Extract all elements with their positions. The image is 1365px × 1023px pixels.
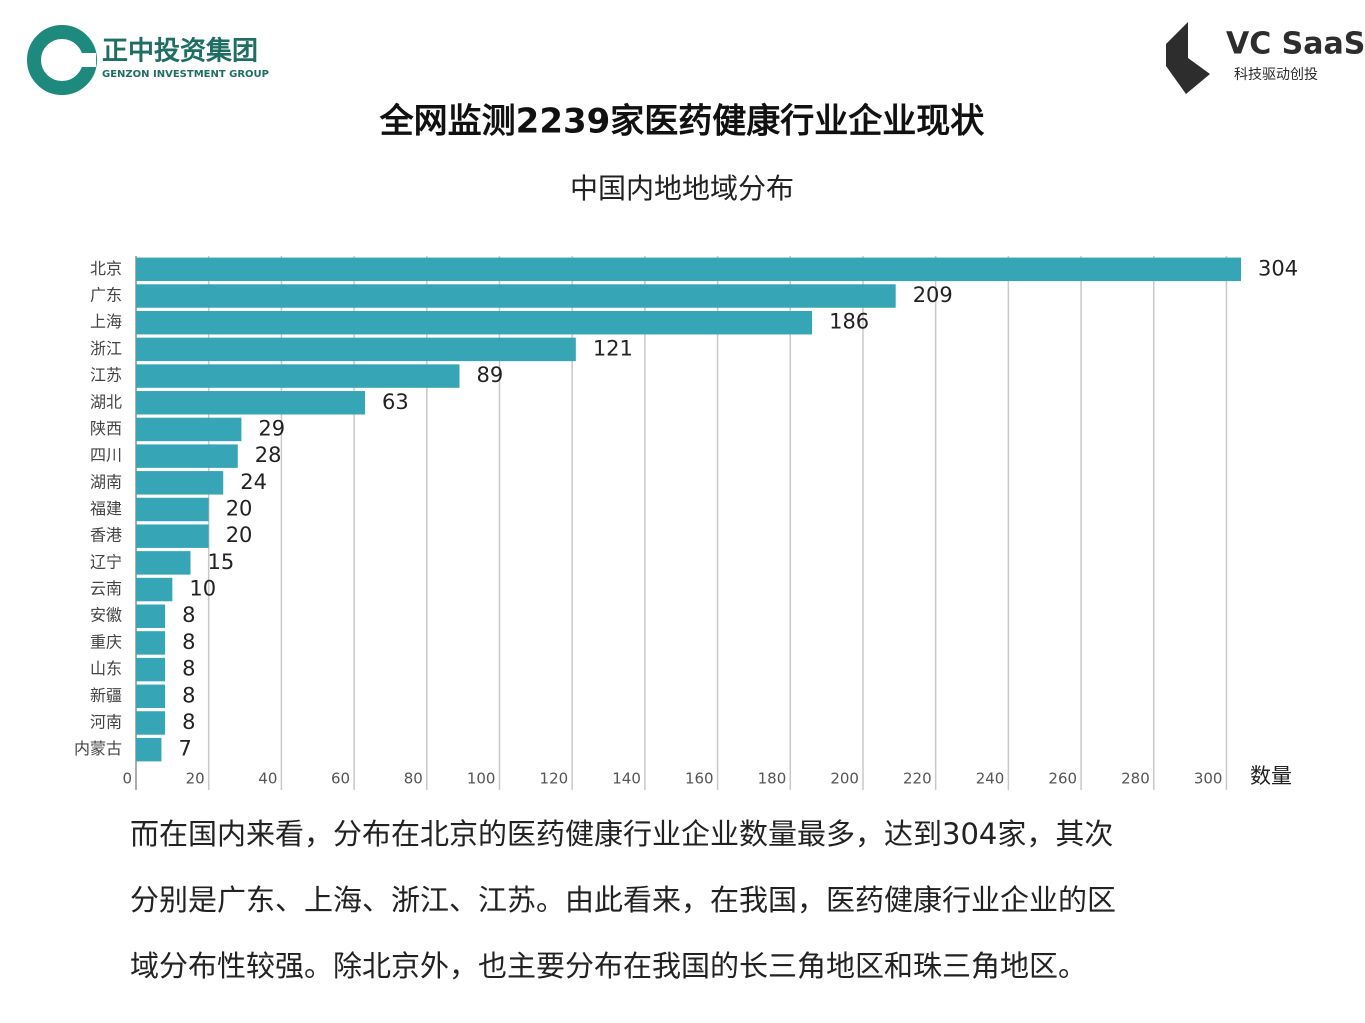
bar xyxy=(136,257,1241,282)
value-label: 186 xyxy=(829,310,869,334)
x-tick-label: 260 xyxy=(1048,770,1077,788)
paragraph: 而在国内来看，分布在北京的医药健康行业企业数量最多，达到304家，其次分别是广东… xyxy=(130,817,1116,983)
y-tick-label: 辽宁 xyxy=(90,552,122,571)
logo-sub: GENZON INVESTMENT GROUP xyxy=(102,69,269,80)
bar xyxy=(136,737,162,762)
logo-name: 正中投资集团 xyxy=(102,36,258,67)
bar xyxy=(136,524,209,548)
x-tick-label: 100 xyxy=(467,770,496,788)
bar xyxy=(136,417,242,442)
value-label: 8 xyxy=(182,657,195,681)
value-label: 89 xyxy=(477,363,504,387)
x-tick-label: 300 xyxy=(1194,770,1223,788)
value-label: 20 xyxy=(226,497,253,521)
bar xyxy=(136,577,173,602)
y-tick-label: 湖南 xyxy=(90,472,122,491)
logo-name: VC SaaS xyxy=(1226,27,1365,62)
y-tick-label: 湖北 xyxy=(90,392,122,411)
bar xyxy=(136,551,191,575)
x-tick-label: 140 xyxy=(612,770,641,788)
bar xyxy=(136,657,166,682)
logo-mark xyxy=(1166,22,1210,94)
value-label: 8 xyxy=(182,603,195,627)
x-tick-label: 280 xyxy=(1121,770,1150,788)
y-tick-label: 江苏 xyxy=(90,366,122,385)
y-tick-label: 山东 xyxy=(90,659,122,678)
x-tick-label: 180 xyxy=(758,770,787,788)
y-tick-label: 安徽 xyxy=(90,606,122,625)
x-tick-label: 200 xyxy=(830,770,859,788)
y-tick-label: 上海 xyxy=(90,312,122,331)
chart-subtitle: 中国内地地域分布 xyxy=(570,172,794,205)
bar xyxy=(136,631,166,655)
y-tick-label: 重庆 xyxy=(90,632,122,651)
x-tick-label: 220 xyxy=(903,770,932,788)
bar xyxy=(136,604,166,628)
y-tick-label: 浙江 xyxy=(90,339,122,358)
y-tick-label: 福建 xyxy=(90,499,122,518)
paragraph-line: 域分布性较强。除北京外，也主要分布在我国的长三角地区和珠三角地区。 xyxy=(130,949,1087,983)
value-label: 121 xyxy=(593,336,633,360)
paragraph-line: 而在国内来看，分布在北京的医药健康行业企业数量最多，达到304家，其次 xyxy=(130,817,1113,851)
value-label: 24 xyxy=(240,470,267,494)
bar xyxy=(136,711,166,735)
x-tick-label: 120 xyxy=(540,770,569,788)
bar xyxy=(136,364,460,388)
bar xyxy=(136,444,238,468)
y-tick-label: 云南 xyxy=(90,579,122,598)
paragraph-line: 分别是广东、上海、浙江、江苏。由此看来，在我国，医药健康行业企业的区 xyxy=(130,883,1116,917)
x-tick-label: 240 xyxy=(976,770,1005,788)
bar xyxy=(136,684,166,709)
bar xyxy=(136,284,896,308)
value-label: 8 xyxy=(182,710,195,734)
x-tick-label: 60 xyxy=(331,770,350,788)
logo-mark xyxy=(62,53,96,67)
x-axis-label: 数量 xyxy=(1250,764,1292,788)
value-label: 304 xyxy=(1258,256,1298,280)
plot: 0 20 40 60 80 100 120 140 160 180 200 220 240 260 280 3… xyxy=(74,256,1298,790)
x-tick-label: 160 xyxy=(685,770,714,788)
value-label: 15 xyxy=(208,550,235,574)
chart-title: 全网监测2239家医药健康行业企业现状 xyxy=(379,102,986,142)
bar xyxy=(136,471,224,495)
value-label: 63 xyxy=(382,390,409,414)
y-tick-label: 河南 xyxy=(90,712,122,731)
bar xyxy=(136,310,813,335)
value-label: 20 xyxy=(226,523,253,547)
y-tick-label: 陕西 xyxy=(90,419,122,438)
bar xyxy=(136,337,576,362)
value-label: 29 xyxy=(258,416,285,440)
y-tick-label: 北京 xyxy=(90,259,122,278)
x-tick-label: 80 xyxy=(404,770,423,788)
value-label: 8 xyxy=(182,683,195,707)
y-tick-label: 新疆 xyxy=(90,686,122,705)
value-label: 8 xyxy=(182,630,195,654)
y-tick-label: 四川 xyxy=(90,446,122,465)
value-label: 10 xyxy=(189,577,216,601)
bar xyxy=(136,497,209,522)
x-tick-label: 40 xyxy=(258,770,277,788)
logo-right: VC SaaS 科技驱动创投 xyxy=(1166,22,1365,94)
value-label: 7 xyxy=(178,737,191,761)
x-tick-label: 0 xyxy=(122,770,132,788)
x-tick-label: 20 xyxy=(186,770,205,788)
y-tick-label: 广东 xyxy=(90,286,122,305)
logo-sub: 科技驱动创投 xyxy=(1234,67,1318,83)
value-label: 28 xyxy=(255,443,282,467)
y-tick-label: 内蒙古 xyxy=(74,739,122,758)
bar xyxy=(136,391,365,415)
logo-left: 正中投资集团 GENZON INVESTMENT GROUP xyxy=(27,25,269,95)
value-label: 209 xyxy=(913,283,953,307)
y-tick-label: 香港 xyxy=(90,526,122,545)
